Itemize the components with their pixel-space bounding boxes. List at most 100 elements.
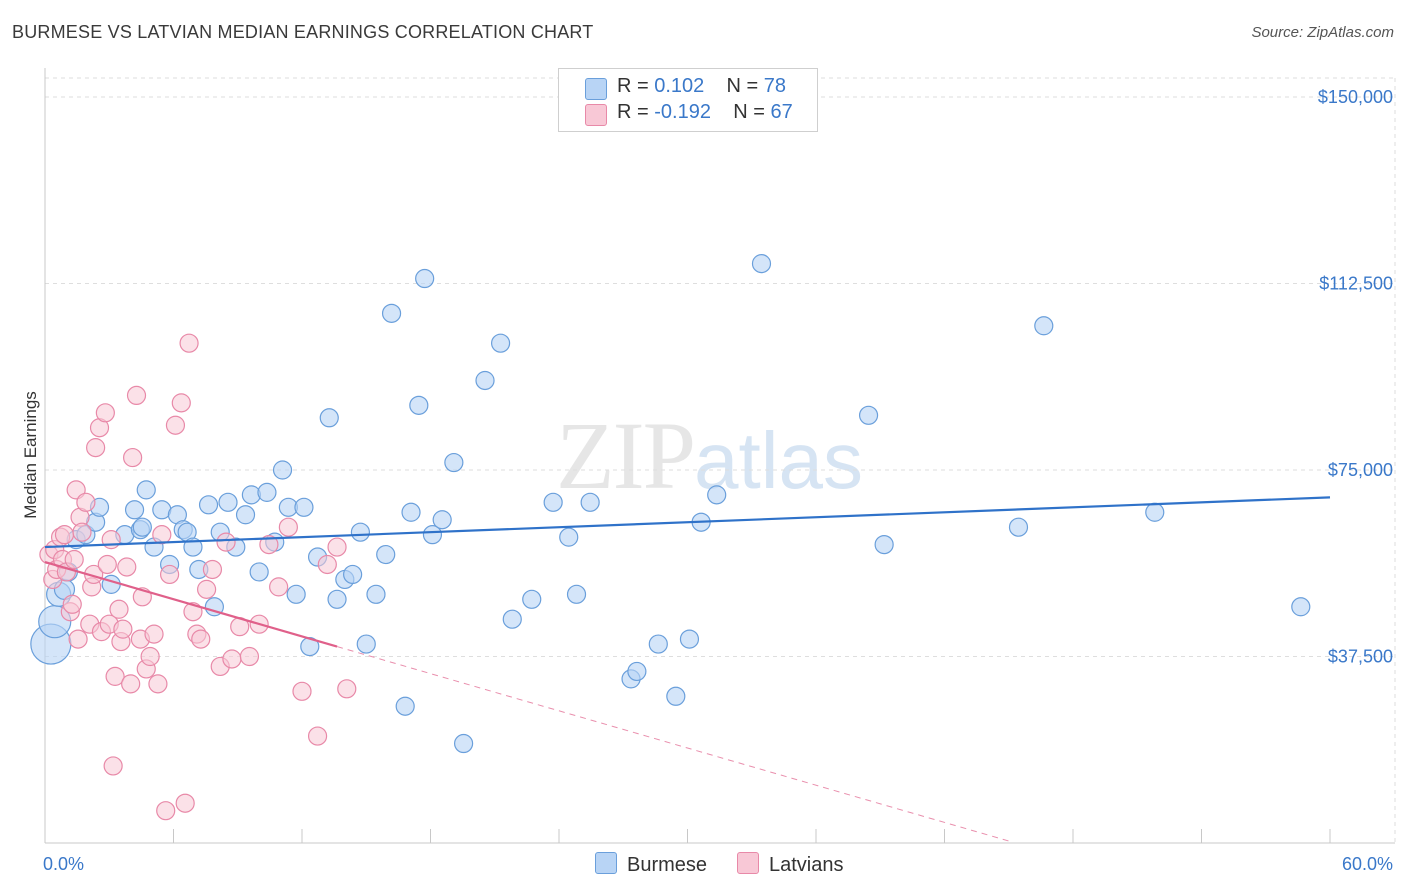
bottom-legend-latvians-label: Latvians (769, 854, 844, 876)
latvian-point (64, 549, 84, 570)
latvian-point (307, 726, 328, 746)
burmese-point (707, 485, 727, 505)
latvian-point (222, 649, 242, 669)
burmese-point (453, 733, 474, 754)
latvian-point (337, 679, 357, 699)
latvian-point (121, 674, 141, 694)
burmese-point (666, 686, 686, 706)
burmese-swatch (595, 852, 617, 874)
burmese-point (522, 589, 542, 609)
latvian-point (216, 532, 236, 552)
x-tick-label-right: 60.0% (1342, 854, 1393, 874)
latvian-point (196, 579, 217, 599)
latvian-point (175, 793, 195, 813)
burmese-point (356, 634, 376, 654)
latvian-trend-extension (336, 646, 1009, 842)
burmese-point (1008, 517, 1029, 537)
burmese-point (566, 584, 587, 604)
latvian-point (179, 333, 199, 353)
trend-lines (44, 496, 1331, 842)
latvian-point (123, 447, 143, 468)
correlation-legend: R = 0.102 N = 78 R = -0.192 N = 67 (558, 68, 818, 132)
bottom-legend-latvians[interactable]: Latvians (737, 852, 844, 877)
burmese-point (401, 502, 421, 522)
latvian-point (259, 534, 279, 555)
y-axis-label: Median Earnings (21, 391, 40, 519)
burmese-point (294, 497, 314, 517)
latvian-point (239, 646, 260, 667)
burmese-point (490, 333, 511, 353)
latvian-point (95, 403, 115, 423)
burmese-point (395, 696, 415, 716)
burmese-point (327, 589, 347, 609)
burmese-point (502, 609, 522, 629)
burmese-point (559, 527, 579, 547)
latvian-point (292, 681, 312, 701)
burmese-point (627, 661, 647, 682)
latvian-point (103, 756, 123, 776)
burmese-point (751, 254, 772, 274)
chart-title: BURMESE VS LATVIAN MEDIAN EARNINGS CORRE… (12, 22, 594, 42)
burmese-point (415, 268, 435, 289)
latvian-point (68, 629, 88, 649)
burmese-point (101, 574, 121, 594)
burmese-point (381, 303, 402, 323)
burmese-point (198, 495, 219, 515)
latvian-swatch (585, 104, 607, 126)
source-label: Source: ZipAtlas.com (1251, 24, 1394, 41)
legend-n-value-burmese: 78 (763, 75, 787, 97)
latvian-point (97, 554, 117, 575)
legend-n-label: N = (726, 75, 764, 97)
burmese-point (136, 480, 156, 500)
latvian-point (126, 385, 147, 405)
burmese-point (319, 408, 339, 428)
burmese-point (409, 395, 429, 415)
latvian-point (105, 666, 125, 686)
burmese-point (543, 492, 563, 512)
legend-r-value-latvian: -0.192 (654, 101, 711, 123)
latvian-point (117, 557, 137, 577)
burmese-point (422, 525, 443, 545)
y-tick-label: $37,500 (1328, 647, 1393, 667)
burmese-point (432, 510, 452, 530)
latvian-point (317, 554, 337, 575)
bottom-legend-burmese-label: Burmese (627, 854, 708, 876)
burmese-point (286, 584, 306, 604)
latvian-point (101, 530, 121, 550)
burmese-point (648, 634, 668, 654)
burmese-point (257, 482, 277, 502)
latvian-point (86, 438, 106, 458)
latvian-point (152, 525, 172, 545)
latvian-point (191, 629, 211, 649)
burmese-point (444, 452, 464, 473)
x-tick-label-left: 0.0% (43, 854, 84, 874)
burmese-point (249, 562, 269, 582)
latvian-point (171, 393, 191, 413)
burmese-point (218, 492, 238, 512)
bottom-legend-burmese[interactable]: Burmese (595, 852, 707, 877)
latvian-point (156, 801, 176, 821)
latvian-point (144, 624, 164, 644)
latvian-point (202, 559, 223, 580)
burmese-swatch (585, 78, 607, 100)
burmese-point (1145, 502, 1165, 522)
burmese-point (366, 584, 386, 604)
y-tick-label: $150,000 (1318, 87, 1393, 107)
latvian-swatch (737, 852, 759, 874)
latvian-point (113, 619, 133, 639)
burmese-point (235, 505, 256, 525)
latvian-point (327, 537, 347, 557)
latvian-point (109, 599, 129, 619)
y-tick-label: $112,500 (1319, 274, 1393, 294)
burmese-point (1291, 597, 1311, 617)
watermark: ZIPatlas (556, 400, 863, 511)
burmese-point (874, 534, 894, 555)
latvian-point (148, 674, 168, 694)
tick-labels: $37,500 $75,000 $112,500 $150,000 0.0% 60.0% (43, 87, 1393, 874)
burmese-point (350, 522, 371, 542)
latvian-point (54, 525, 75, 545)
legend-n-label: N = (733, 101, 771, 123)
gridlines (45, 77, 1396, 843)
latvian-point (160, 564, 180, 585)
